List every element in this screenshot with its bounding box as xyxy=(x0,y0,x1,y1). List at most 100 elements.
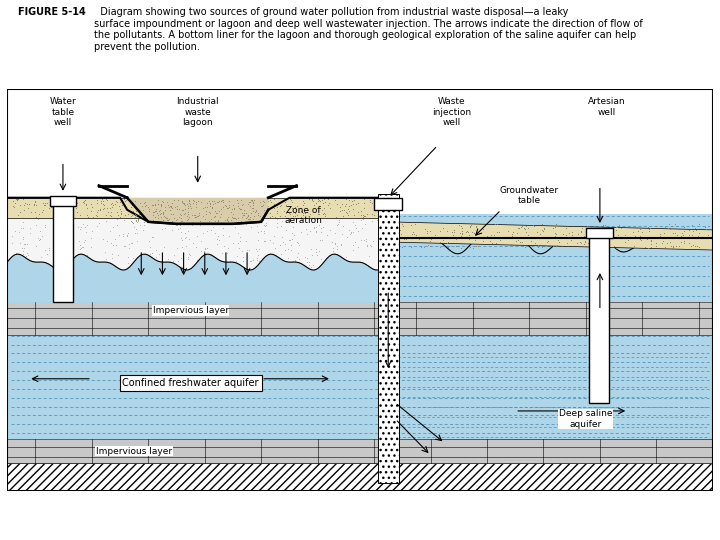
Point xyxy=(252,235,264,244)
Point xyxy=(52,209,63,218)
Point xyxy=(222,273,233,281)
Point xyxy=(211,270,222,279)
Point xyxy=(359,295,370,303)
Point xyxy=(82,212,94,221)
Point xyxy=(233,244,245,252)
Point xyxy=(199,209,210,218)
Point xyxy=(257,216,269,225)
Point xyxy=(305,262,317,271)
Point xyxy=(252,211,264,220)
Point xyxy=(233,214,244,223)
Point xyxy=(348,268,360,276)
Point xyxy=(323,253,334,261)
Point xyxy=(287,257,299,266)
Point xyxy=(92,206,104,214)
Point xyxy=(215,218,227,227)
Point xyxy=(472,228,483,237)
Point xyxy=(130,256,142,265)
Point xyxy=(348,211,359,219)
Point xyxy=(73,269,84,278)
Point xyxy=(405,220,416,229)
Point xyxy=(94,287,106,296)
Point xyxy=(168,264,180,272)
Point xyxy=(212,198,224,206)
Point xyxy=(581,221,593,230)
Point xyxy=(375,294,387,303)
Point xyxy=(683,239,695,247)
Point xyxy=(24,291,35,300)
Point xyxy=(213,208,225,217)
Point xyxy=(171,210,183,219)
Point xyxy=(485,231,497,240)
Point xyxy=(421,228,433,237)
Point xyxy=(163,288,174,297)
Point xyxy=(149,200,161,209)
Point xyxy=(400,235,411,244)
Point xyxy=(107,249,118,258)
Point xyxy=(104,204,115,212)
Point xyxy=(233,199,244,207)
Point xyxy=(211,215,222,224)
Point xyxy=(264,280,275,289)
Point xyxy=(131,228,143,237)
Point xyxy=(59,215,71,224)
Point xyxy=(138,221,150,230)
Point xyxy=(532,241,544,249)
Point xyxy=(153,207,165,215)
Point xyxy=(690,242,701,251)
Point xyxy=(240,285,251,294)
Point xyxy=(78,197,90,205)
Point xyxy=(515,238,526,246)
Point xyxy=(289,257,301,266)
Point xyxy=(341,207,352,216)
Point xyxy=(150,279,161,288)
Point xyxy=(107,223,119,232)
Point xyxy=(233,239,244,248)
Point xyxy=(331,242,343,251)
Point xyxy=(162,215,174,224)
Point xyxy=(251,256,262,265)
Point xyxy=(200,254,212,263)
Point xyxy=(528,234,539,242)
Bar xyxy=(586,228,613,238)
Point xyxy=(220,272,231,281)
Point xyxy=(304,226,315,235)
Point xyxy=(644,225,655,234)
Point xyxy=(361,289,373,298)
Point xyxy=(128,289,140,298)
Point xyxy=(243,245,255,254)
Point xyxy=(198,288,210,297)
Point xyxy=(315,236,326,245)
Point xyxy=(595,233,606,241)
Point xyxy=(64,206,76,215)
Point xyxy=(250,207,261,215)
Point xyxy=(665,225,676,233)
Point xyxy=(219,201,230,210)
Point xyxy=(107,200,118,209)
Point xyxy=(98,274,109,283)
Point xyxy=(302,206,314,214)
Point xyxy=(599,226,611,235)
Bar xyxy=(7,334,713,439)
Point xyxy=(243,197,255,206)
Point xyxy=(224,200,235,209)
Point xyxy=(225,215,236,224)
Point xyxy=(323,201,334,210)
Point xyxy=(51,230,63,238)
Point xyxy=(150,246,161,254)
Point xyxy=(114,212,126,221)
Point xyxy=(691,234,703,243)
Point xyxy=(135,210,146,218)
Point xyxy=(228,200,239,209)
Point xyxy=(248,211,260,220)
Point xyxy=(183,197,194,205)
Point xyxy=(378,248,390,256)
Point xyxy=(337,255,348,264)
Point xyxy=(240,266,252,275)
Text: Jerry A. Nathanson | Richard A. Schneider: Jerry A. Nathanson | Richard A. Schneide… xyxy=(155,524,300,531)
Point xyxy=(564,228,575,237)
Point xyxy=(387,244,398,252)
Point xyxy=(127,206,138,215)
Point xyxy=(204,198,216,207)
Point xyxy=(10,262,22,271)
